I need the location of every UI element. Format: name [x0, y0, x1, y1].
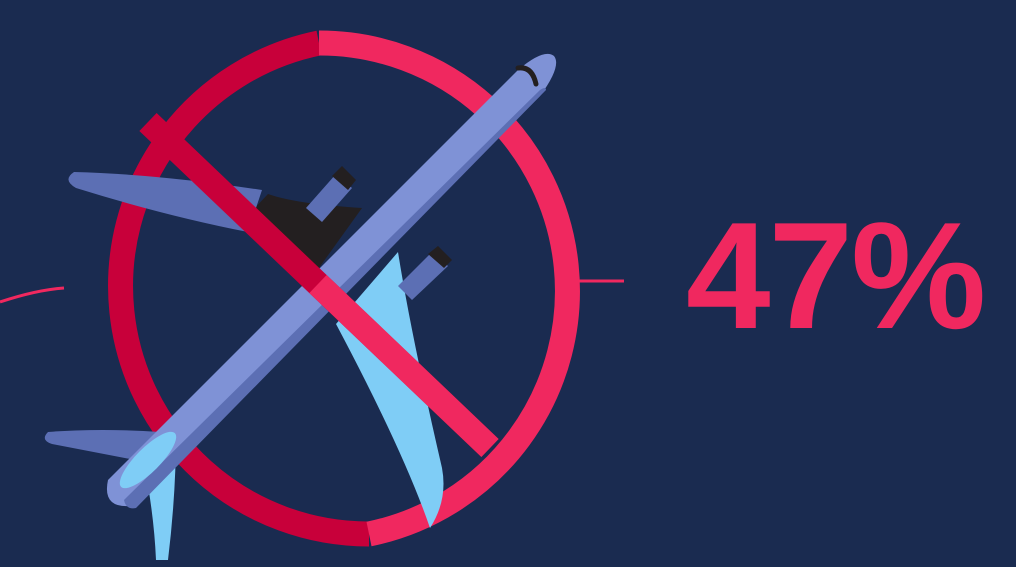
prohibition-ring-dark-arc [108, 30, 370, 547]
airplane-right-engine [398, 246, 452, 300]
prohibition-ring [108, 30, 580, 547]
airplane-left-wing-shadow [238, 194, 362, 272]
percent-stat: 47% [686, 191, 986, 361]
prohibition-slash-highlight [309, 274, 499, 458]
connector-lines [0, 279, 624, 304]
prohibition-ring-light-arc [318, 30, 580, 547]
left-connector-line [0, 286, 65, 304]
airplane-left-engine [306, 166, 356, 222]
airplane-tail-stabilizer [44, 430, 160, 464]
airplane-tail-cone [119, 431, 177, 489]
airplane-cockpit-window [515, 65, 539, 87]
